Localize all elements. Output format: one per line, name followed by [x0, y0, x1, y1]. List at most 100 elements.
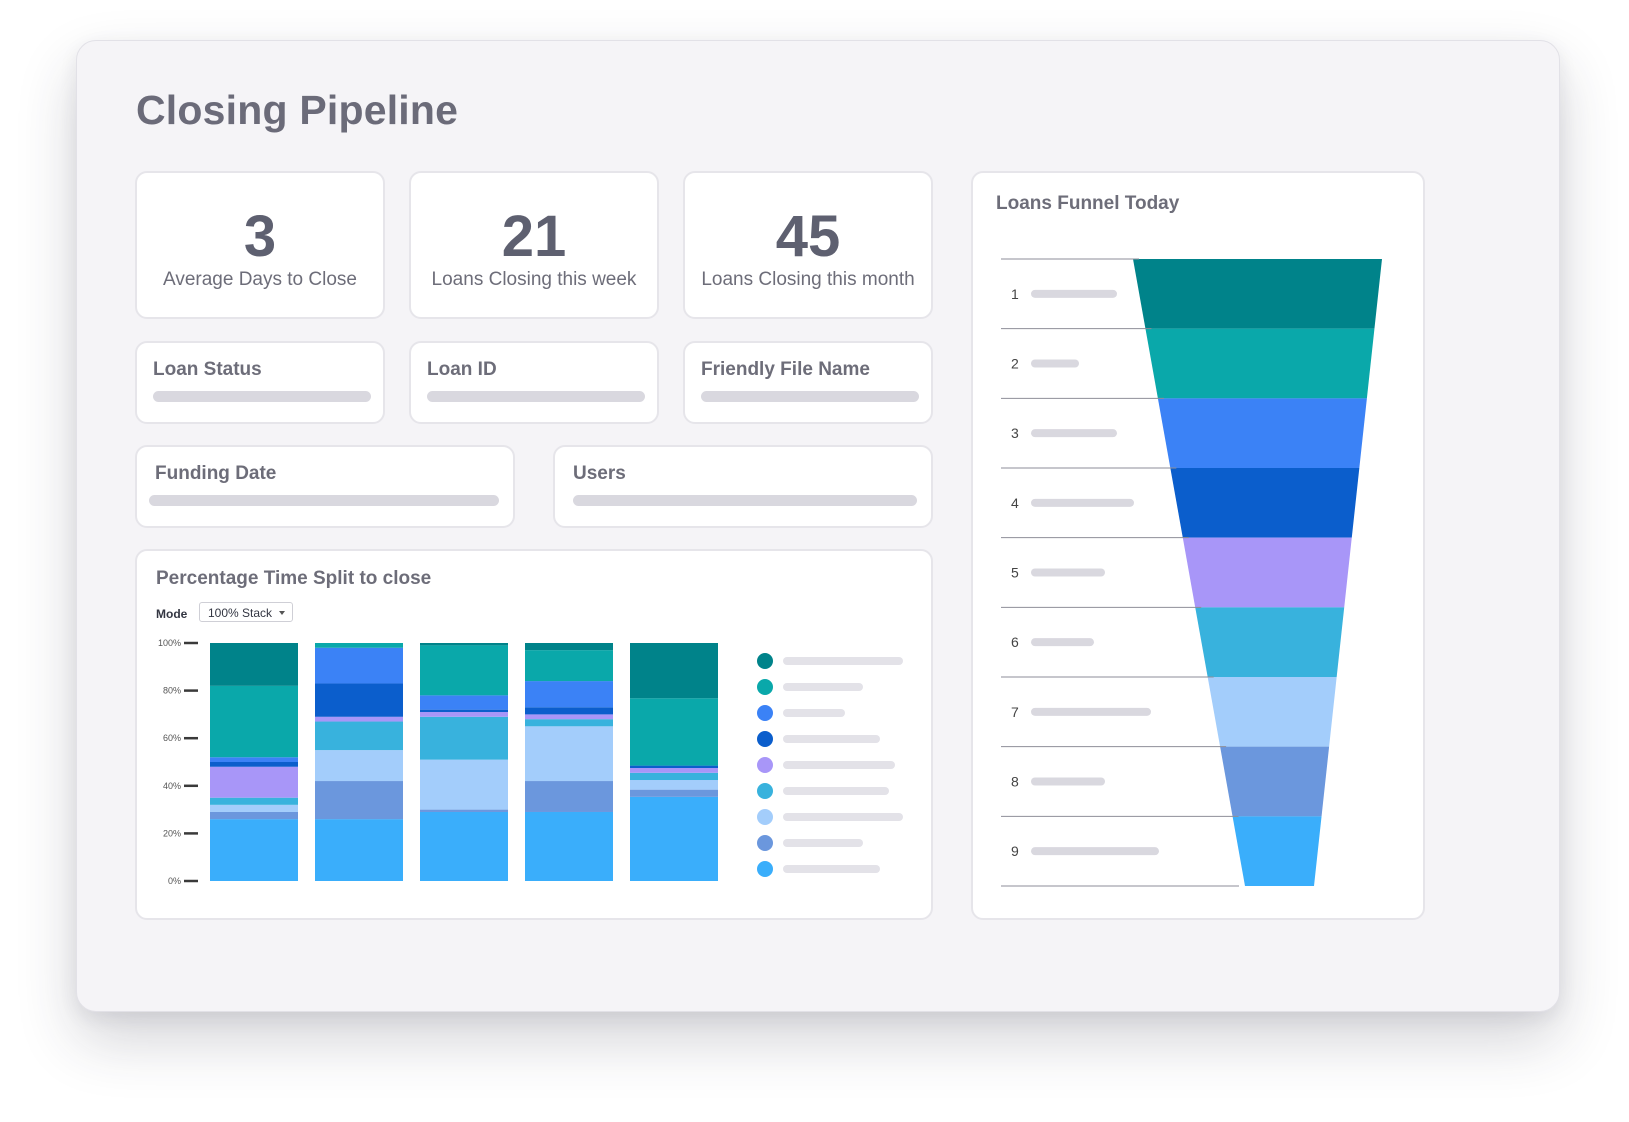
- funnel-chart: 1 2 3 4 5 6 7 8 9: [1001, 258, 1382, 887]
- bar-segment[interactable]: [630, 765, 718, 769]
- page-title: Closing Pipeline: [136, 87, 459, 133]
- bar-segment[interactable]: [210, 757, 298, 762]
- legend-label-placeholder: [783, 865, 880, 873]
- funnel-label-placeholder: [1031, 777, 1105, 786]
- legend-label-placeholder: [783, 813, 903, 821]
- bar-segment[interactable]: [630, 796, 718, 881]
- filter-funding-date[interactable]: Funding Date: [135, 445, 515, 528]
- bar-segment[interactable]: [630, 789, 718, 797]
- funnel-label-placeholder: [1031, 638, 1094, 647]
- funnel-segment[interactable]: [1182, 537, 1352, 608]
- legend-swatch[interactable]: [757, 679, 773, 695]
- bar-segment[interactable]: [315, 721, 403, 751]
- bar-segment[interactable]: [420, 716, 508, 760]
- bar-segment[interactable]: [210, 797, 298, 805]
- bar-segment[interactable]: [420, 712, 508, 717]
- filter-label: Funding Date: [155, 463, 277, 484]
- bar-segment[interactable]: [420, 811, 508, 881]
- funnel-segment[interactable]: [1170, 468, 1360, 538]
- filter-label: Loan Status: [153, 359, 262, 380]
- bar-segment[interactable]: [315, 716, 403, 722]
- bar-segment[interactable]: [210, 819, 298, 881]
- bar-segment[interactable]: [420, 759, 508, 810]
- bar-segment[interactable]: [315, 647, 403, 684]
- bar-segment[interactable]: [420, 695, 508, 710]
- funnel-panel: Loans Funnel Today 1 2 3 4 5 6 7 8 9: [971, 171, 1425, 920]
- filter-input[interactable]: [701, 391, 919, 402]
- filter-label: Loan ID: [427, 359, 497, 380]
- y-tick-label: 0%: [168, 876, 181, 886]
- legend-label-placeholder: [783, 683, 863, 691]
- bar-segment[interactable]: [210, 685, 298, 758]
- filter-input[interactable]: [573, 495, 917, 506]
- kpi-label: Loans Closing this month: [701, 269, 915, 290]
- bar-segment[interactable]: [315, 683, 403, 717]
- bar-segment[interactable]: [630, 698, 718, 766]
- legend-swatch[interactable]: [757, 783, 773, 799]
- funnel-segment[interactable]: [1207, 677, 1337, 747]
- funnel-segment[interactable]: [1157, 398, 1367, 468]
- bar-segment[interactable]: [630, 768, 718, 773]
- legend-label-placeholder: [783, 787, 889, 795]
- bar-segment[interactable]: [525, 681, 613, 708]
- legend-swatch[interactable]: [757, 653, 773, 669]
- bar-segment[interactable]: [630, 780, 718, 790]
- bar-segment[interactable]: [210, 811, 298, 820]
- legend-swatch[interactable]: [757, 705, 773, 721]
- bar-segment[interactable]: [525, 650, 613, 682]
- filter-input[interactable]: [149, 495, 499, 506]
- kpi-card-week: 21 Loans Closing this week: [409, 171, 659, 319]
- legend-swatch[interactable]: [757, 731, 773, 747]
- funnel-label-placeholder: [1031, 289, 1117, 298]
- filter-input[interactable]: [427, 391, 645, 402]
- funnel-stage-label: 5: [1011, 565, 1019, 581]
- bar-segment[interactable]: [315, 819, 403, 881]
- bar-segment[interactable]: [420, 809, 508, 812]
- kpi-value: 3: [243, 204, 277, 269]
- filter-friendly-file-name[interactable]: Friendly File Name: [683, 341, 933, 424]
- legend-swatch[interactable]: [757, 861, 773, 877]
- bar-segment[interactable]: [630, 643, 718, 699]
- filter-input[interactable]: [153, 391, 371, 402]
- bar-segment[interactable]: [210, 643, 298, 686]
- panel-title: Loans Funnel Today: [996, 193, 1180, 214]
- bar-segment[interactable]: [525, 726, 613, 782]
- filter-label: Friendly File Name: [701, 359, 870, 380]
- y-tick-label: 60%: [163, 733, 181, 743]
- bar-segment[interactable]: [525, 707, 613, 715]
- bar-segment[interactable]: [525, 781, 613, 812]
- legend-label-placeholder: [783, 709, 845, 717]
- filter-loan-status[interactable]: Loan Status: [135, 341, 385, 424]
- legend-swatch[interactable]: [757, 757, 773, 773]
- funnel-segment[interactable]: [1145, 328, 1375, 399]
- bar-segment[interactable]: [420, 709, 508, 713]
- mode-select[interactable]: 100% Stack: [199, 602, 293, 622]
- filter-users[interactable]: Users: [553, 445, 933, 528]
- bar-segment[interactable]: [630, 772, 718, 781]
- funnel-segment[interactable]: [1133, 259, 1382, 329]
- bar-segment[interactable]: [525, 719, 613, 727]
- legend-label-placeholder: [783, 657, 903, 665]
- funnel-segment[interactable]: [1232, 816, 1322, 886]
- bar-segment[interactable]: [210, 804, 298, 812]
- funnel-stage-label: 8: [1011, 774, 1019, 790]
- bar-segment[interactable]: [525, 714, 613, 720]
- bar-segment[interactable]: [420, 645, 508, 696]
- legend-label-placeholder: [783, 761, 895, 769]
- bar-segment[interactable]: [525, 643, 613, 651]
- filter-loan-id[interactable]: Loan ID: [409, 341, 659, 424]
- legend-swatch[interactable]: [757, 835, 773, 851]
- mode-select-value: 100% Stack: [208, 606, 273, 620]
- stacked-bar-chart: 0% 20% 40% 60% 80% 100%: [158, 638, 903, 886]
- bar-segment[interactable]: [315, 643, 403, 648]
- legend-swatch[interactable]: [757, 809, 773, 825]
- bar-segment[interactable]: [210, 766, 298, 798]
- bar-segment[interactable]: [420, 643, 508, 646]
- bar-segment[interactable]: [210, 762, 298, 767]
- bar-segment[interactable]: [525, 811, 613, 881]
- bar-segment[interactable]: [315, 750, 403, 782]
- y-tick-label: 40%: [163, 781, 181, 791]
- bar-segment[interactable]: [315, 781, 403, 820]
- funnel-segment[interactable]: [1220, 746, 1330, 817]
- funnel-segment[interactable]: [1195, 607, 1345, 677]
